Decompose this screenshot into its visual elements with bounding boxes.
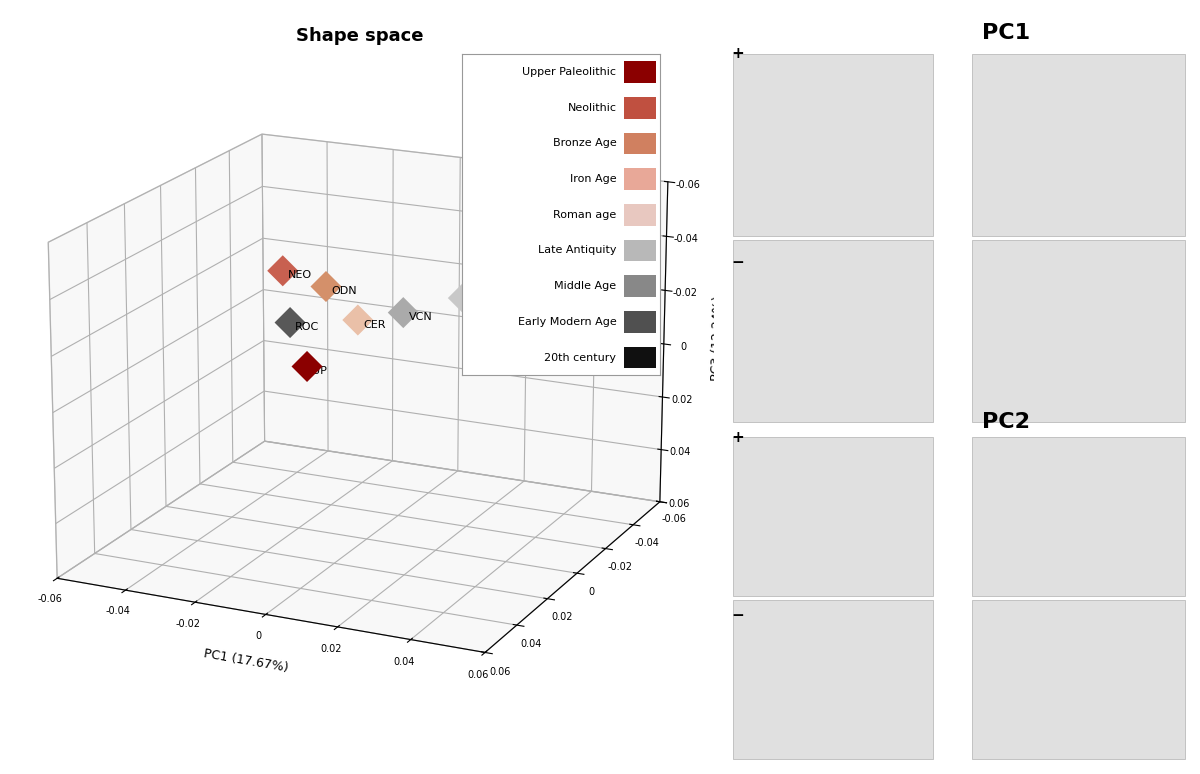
Bar	[624, 132, 656, 154]
Bar	[624, 204, 656, 226]
Text: Neolithic: Neolithic	[568, 103, 617, 113]
Text: −: −	[731, 608, 744, 622]
Bar	[624, 311, 656, 333]
Text: −: −	[731, 255, 744, 270]
X-axis label: PC1 (17.67%): PC1 (17.67%)	[203, 647, 289, 674]
Bar	[972, 437, 1186, 596]
Text: PC2: PC2	[982, 412, 1030, 432]
Bar	[972, 54, 1186, 236]
Text: Bronze Age: Bronze Age	[553, 139, 617, 149]
Bar	[624, 276, 656, 297]
Text: Iron Age: Iron Age	[570, 174, 617, 184]
Text: Upper Paleolithic: Upper Paleolithic	[522, 67, 617, 77]
Text: Shape space: Shape space	[296, 27, 424, 45]
Text: +: +	[731, 46, 744, 61]
Bar	[733, 240, 932, 422]
Text: PC1: PC1	[982, 23, 1030, 43]
Bar	[733, 54, 932, 236]
Text: Late Antiquity: Late Antiquity	[538, 245, 617, 255]
Bar	[624, 240, 656, 262]
Bar	[972, 240, 1186, 422]
Bar	[972, 600, 1186, 759]
Bar	[624, 97, 656, 118]
Bar	[624, 168, 656, 190]
Bar	[624, 61, 656, 83]
Text: Roman age: Roman age	[553, 210, 617, 220]
Text: 20th century: 20th century	[545, 352, 617, 362]
Bar	[733, 437, 932, 596]
Text: +: +	[731, 430, 744, 444]
Text: Middle Age: Middle Age	[554, 281, 617, 291]
Bar	[733, 600, 932, 759]
Bar	[624, 347, 656, 368]
Text: Early Modern Age: Early Modern Age	[517, 317, 617, 327]
